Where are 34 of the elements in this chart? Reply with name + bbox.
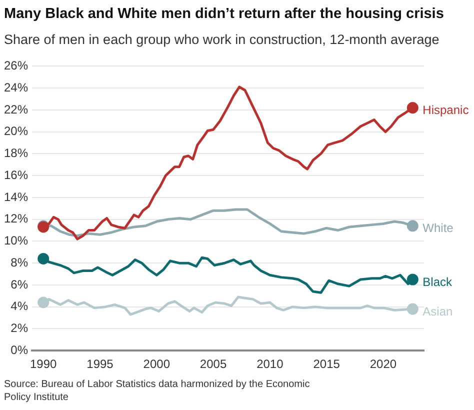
source-note: Source: Bureau of Labor Statistics data harmonized by the Economic Policy Institute	[4, 378, 311, 404]
y-tick-label: 14%	[4, 190, 28, 204]
series-label: White	[422, 221, 454, 236]
y-tick-label: 20%	[4, 124, 28, 138]
y-tick-label: 18%	[4, 146, 28, 160]
point	[38, 296, 50, 308]
y-tick-label: 12%	[4, 212, 28, 226]
x-tick-label: 2005	[200, 357, 227, 372]
y-tick-label: 24%	[4, 80, 28, 94]
x-tick-label: 2000	[143, 357, 170, 372]
y-tick-label: 0%	[10, 342, 28, 357]
y-tick-label: 6%	[10, 277, 28, 292]
y-tick-label: 22%	[4, 102, 28, 116]
y-tick-label: 16%	[4, 168, 28, 182]
x-tick-label: 2015	[313, 357, 340, 372]
point	[406, 303, 418, 315]
y-tick-label: 8%	[10, 255, 28, 270]
point	[406, 274, 418, 286]
y-tick-label: 2%	[10, 321, 28, 336]
y-tick-label: 10%	[4, 234, 28, 248]
series-label: Black	[422, 274, 454, 289]
x-tick-label: 2010	[256, 357, 284, 372]
x-tick-label: 1995	[86, 357, 114, 372]
point	[38, 252, 50, 264]
y-tick-label: 26%	[4, 58, 28, 73]
x-tick-label: 1990	[30, 357, 58, 372]
chart-title: Many Black and White men didn’t return after the housing crisis	[4, 6, 444, 22]
y-tick-label: 4%	[10, 299, 28, 314]
point	[406, 102, 418, 114]
point	[406, 220, 418, 232]
x-tick-label: 2020	[370, 357, 397, 372]
chart-subtitle: Share of men in each group who work in construction, 12-month average	[4, 32, 440, 47]
series-label: Hispanic	[422, 103, 469, 118]
series-label: Asian	[422, 304, 453, 318]
